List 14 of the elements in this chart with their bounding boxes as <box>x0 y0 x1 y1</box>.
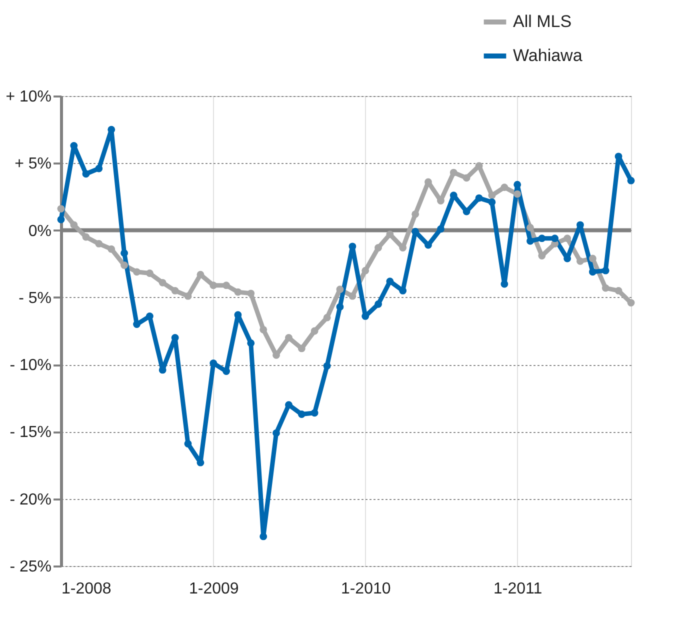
x-tick-label: 1-2011 <box>494 580 542 598</box>
y-tick-label: - 10% <box>10 357 52 374</box>
x-tick-label: 1-2009 <box>188 580 239 598</box>
y-tick-label: - 5% <box>18 290 52 307</box>
legend-label: Wahiawa <box>513 46 583 65</box>
y-tick-label: - 20% <box>10 491 52 508</box>
legend-label: All MLS <box>513 12 572 31</box>
y-tick-label: 0% <box>28 222 52 240</box>
y-tick-label: + 10% <box>6 88 52 106</box>
x-tick-label: 1-2008 <box>62 580 112 598</box>
y-tick-label: - 25% <box>10 558 52 576</box>
y-tick-label: - 15% <box>10 424 52 442</box>
x-tick-label: 1-2010 <box>340 580 391 598</box>
y-tick-label: + 5% <box>14 156 52 173</box>
